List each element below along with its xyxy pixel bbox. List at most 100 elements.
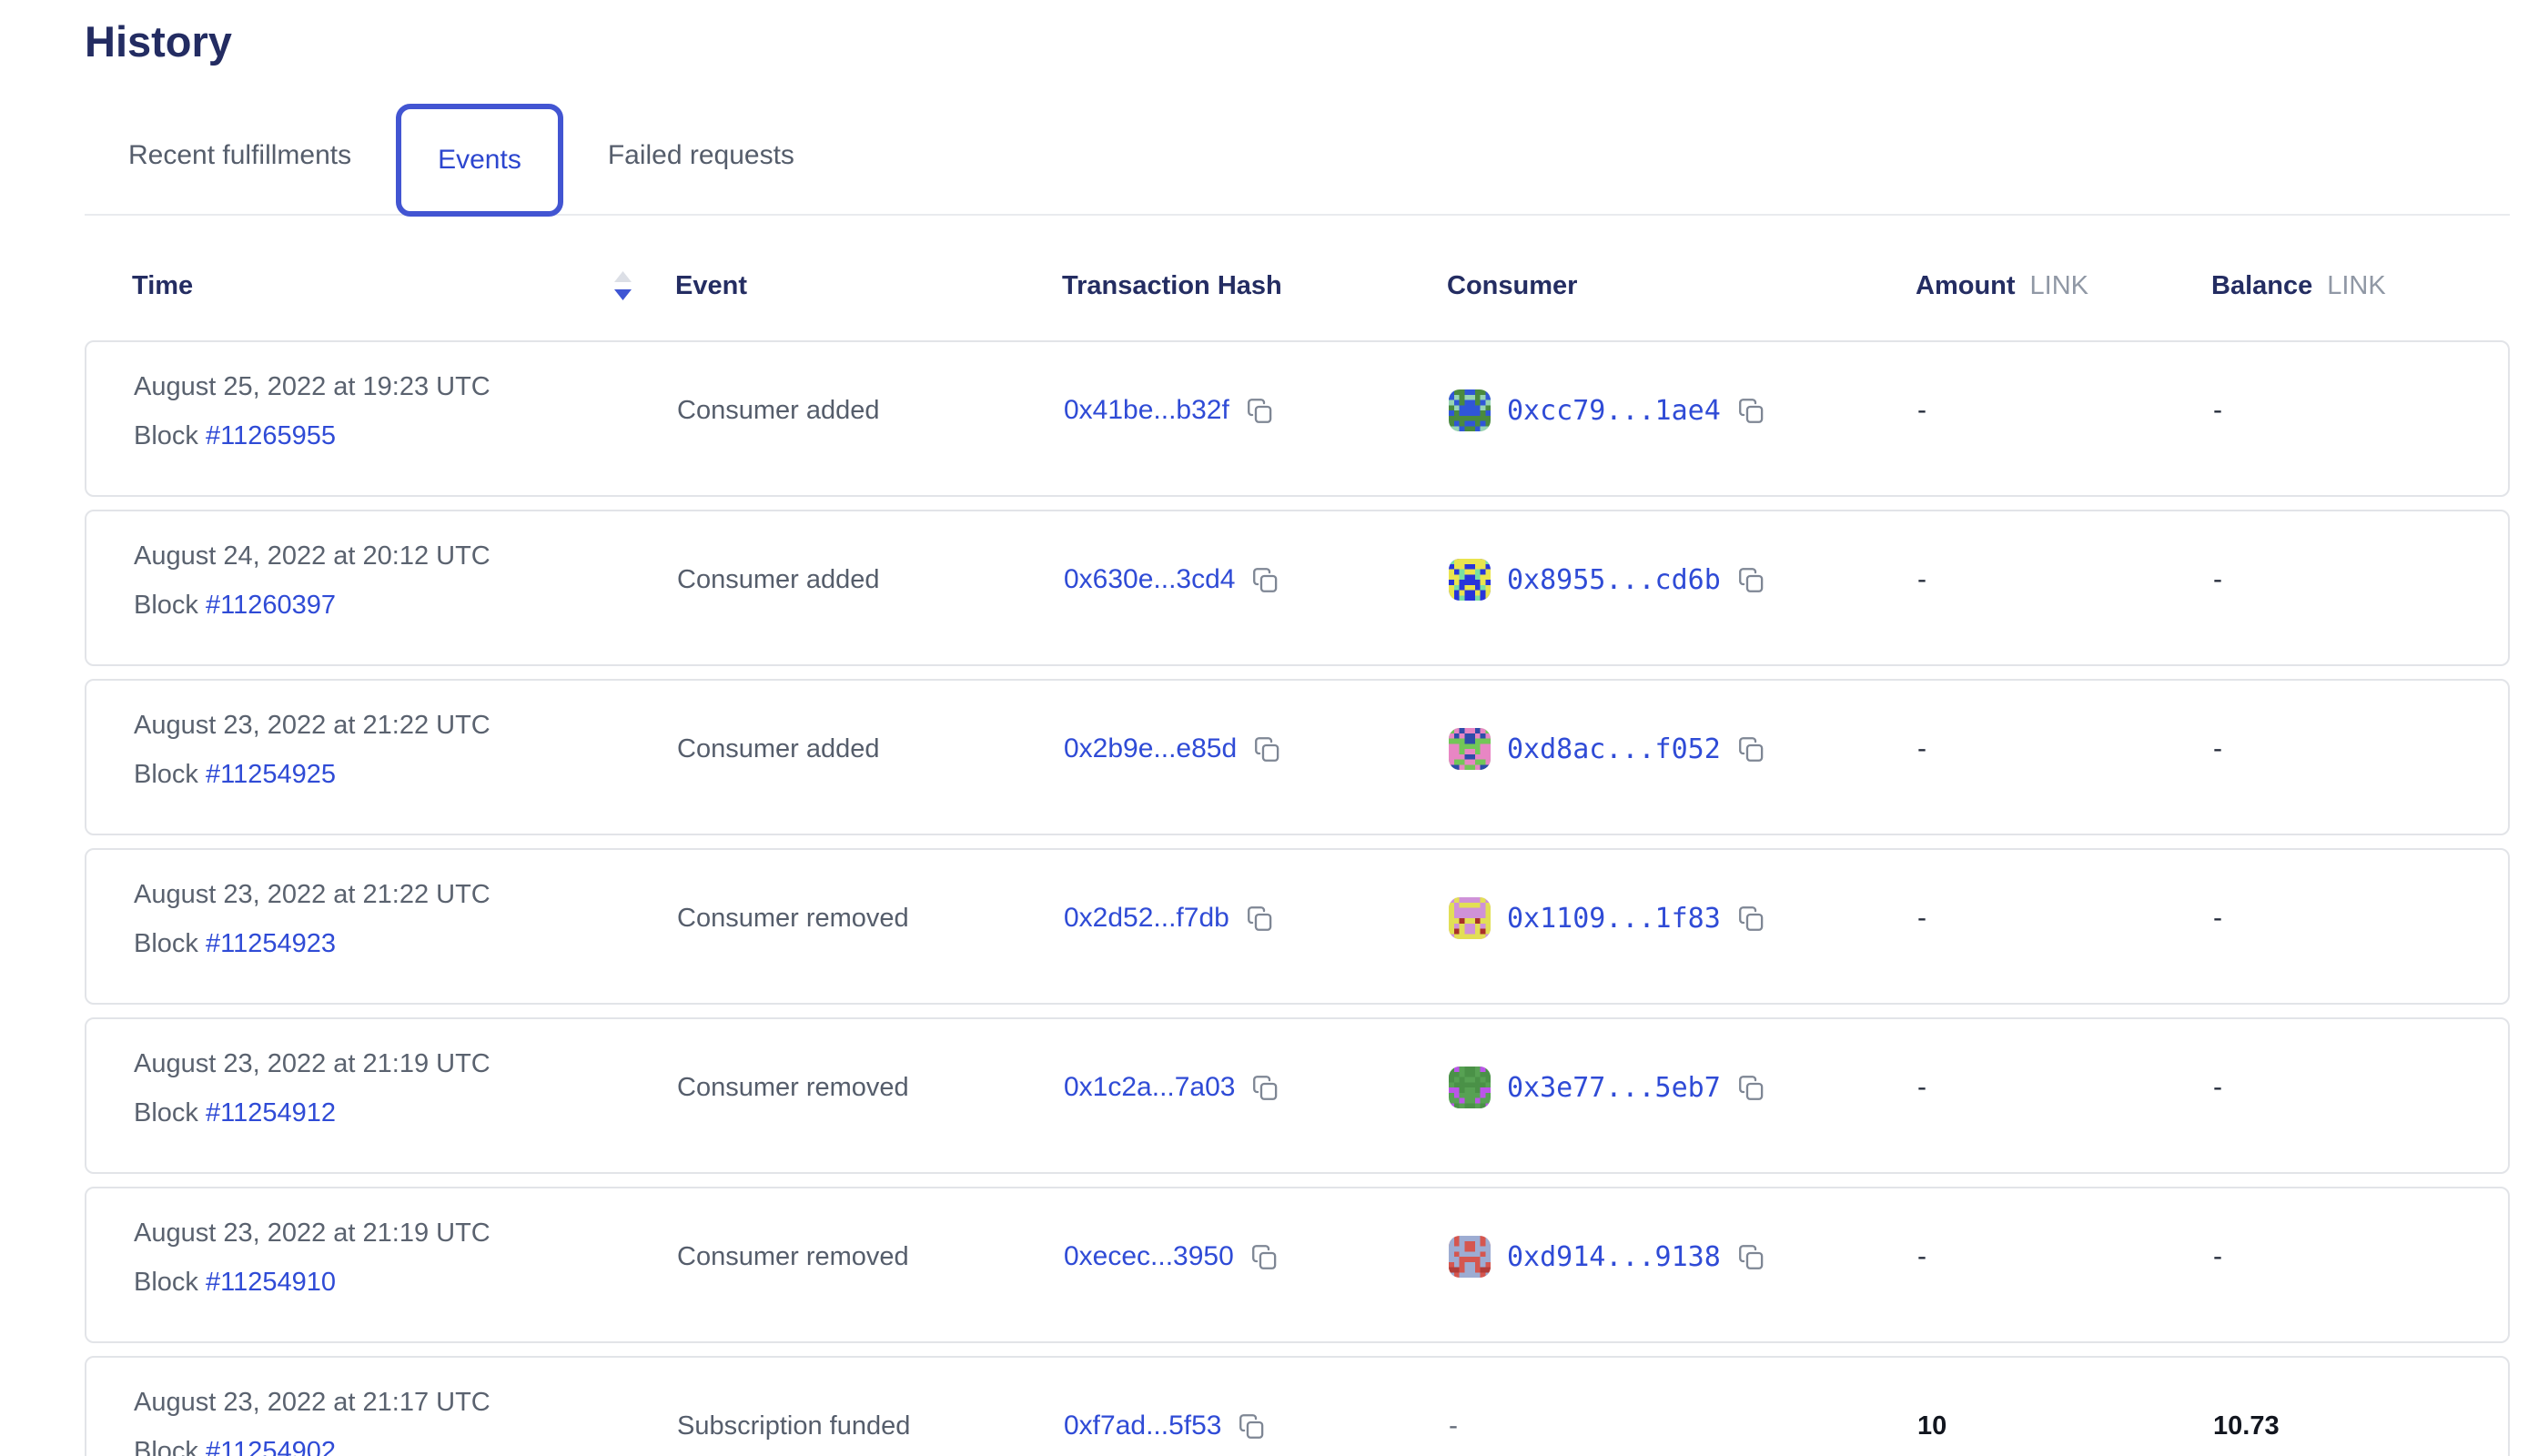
consumer-address-link[interactable]: 0xd8ac...f052: [1507, 733, 1721, 765]
row-balance: -: [2213, 733, 2222, 763]
transaction-hash-cell: 0x2b9e...e85d: [1064, 733, 1449, 764]
row-event: Consumer added: [677, 564, 880, 594]
table-row: August 23, 2022 at 21:19 UTC Block #1125…: [85, 1017, 2510, 1174]
copy-icon[interactable]: [1737, 1074, 1765, 1102]
transaction-hash-link[interactable]: 0xecec...3950: [1064, 1241, 1234, 1271]
block-label: Block: [134, 421, 206, 450]
copy-icon[interactable]: [1246, 397, 1274, 425]
block-label: Block: [134, 1437, 206, 1456]
row-balance: -: [2213, 564, 2222, 594]
table-row: August 23, 2022 at 21:19 UTC Block #1125…: [85, 1187, 2510, 1343]
time-cell: August 23, 2022 at 21:22 UTC Block #1125…: [134, 850, 677, 959]
consumer-identicon: [1449, 1236, 1491, 1278]
block-number-link[interactable]: #11254923: [205, 929, 336, 958]
consumer-identity: 0xd8ac...f052: [1449, 728, 1765, 770]
row-amount: -: [1917, 733, 1926, 763]
block-number-link[interactable]: #11265955: [205, 421, 336, 450]
transaction-hash-cell: 0xecec...3950: [1064, 1241, 1449, 1272]
table-row: August 24, 2022 at 20:12 UTC Block #1126…: [85, 510, 2510, 666]
block-number-link[interactable]: #11254925: [205, 760, 336, 789]
consumer-cell: 0x1109...1f83: [1449, 897, 1917, 939]
row-event: Subscription funded: [677, 1410, 911, 1441]
copy-icon[interactable]: [1737, 1243, 1765, 1271]
copy-icon[interactable]: [1737, 735, 1765, 763]
row-amount: 10: [1917, 1410, 1947, 1441]
consumer-address-link[interactable]: 0x1109...1f83: [1507, 902, 1721, 935]
tab-failed-requests[interactable]: Failed requests: [607, 140, 794, 170]
row-time: August 25, 2022 at 19:23 UTC: [134, 372, 490, 401]
transaction-hash-cell: 0x41be...b32f: [1064, 395, 1449, 426]
row-event: Consumer added: [677, 733, 880, 763]
row-time: August 23, 2022 at 21:22 UTC: [134, 880, 490, 909]
row-time: August 23, 2022 at 21:19 UTC: [134, 1218, 490, 1248]
copy-icon[interactable]: [1246, 905, 1274, 933]
consumer-identicon: [1449, 1067, 1491, 1108]
consumer-cell: 0x3e77...5eb7: [1449, 1067, 1917, 1108]
consumer-address-link[interactable]: 0x3e77...5eb7: [1507, 1071, 1721, 1104]
table-row: August 23, 2022 at 21:22 UTC Block #1125…: [85, 848, 2510, 1005]
copy-icon[interactable]: [1253, 735, 1281, 763]
consumer-identicon: [1449, 897, 1491, 939]
transaction-hash-link[interactable]: 0x630e...3cd4: [1064, 564, 1236, 594]
row-amount: -: [1917, 1241, 1926, 1271]
block-number-link[interactable]: #11254910: [205, 1268, 336, 1297]
copy-icon[interactable]: [1737, 905, 1765, 933]
copy-icon[interactable]: [1737, 397, 1765, 425]
transaction-hash-link[interactable]: 0x41be...b32f: [1064, 395, 1229, 425]
row-balance: -: [2213, 1072, 2222, 1102]
block-number-link[interactable]: #11260397: [205, 591, 336, 620]
column-header-time[interactable]: Time: [132, 269, 675, 302]
row-time: August 23, 2022 at 21:17 UTC: [134, 1388, 490, 1417]
table-row: August 25, 2022 at 19:23 UTC Block #1126…: [85, 340, 2510, 497]
table-header-row: Time Event Transaction Hash Consumer Amo…: [85, 267, 2510, 305]
transaction-hash-link[interactable]: 0x2d52...f7db: [1064, 903, 1229, 933]
block-number-link[interactable]: #11254912: [205, 1098, 336, 1127]
column-header-balance: Balance LINK: [2211, 270, 2386, 300]
column-header-event: Event: [675, 270, 747, 300]
copy-icon[interactable]: [1251, 1074, 1279, 1102]
tab-recent-fulfillments[interactable]: Recent fulfillments: [128, 140, 352, 170]
consumer-empty: -: [1449, 1410, 1458, 1441]
row-event: Consumer removed: [677, 1241, 909, 1271]
table-row: August 23, 2022 at 21:17 UTC Block #1125…: [85, 1356, 2510, 1456]
consumer-identity: 0xd914...9138: [1449, 1236, 1765, 1278]
copy-icon[interactable]: [1250, 1243, 1279, 1271]
row-event: Consumer removed: [677, 903, 909, 933]
consumer-cell: 0xcc79...1ae4: [1449, 389, 1917, 431]
row-balance: 10.73: [2213, 1410, 2280, 1441]
amount-unit-label: LINK: [2029, 270, 2089, 300]
time-cell: August 23, 2022 at 21:17 UTC Block #1125…: [134, 1358, 677, 1456]
transaction-hash-link[interactable]: 0xf7ad...5f53: [1064, 1410, 1222, 1441]
consumer-identicon: [1449, 559, 1491, 601]
row-time: August 23, 2022 at 21:19 UTC: [134, 1049, 490, 1078]
events-table-body: August 25, 2022 at 19:23 UTC Block #1126…: [85, 340, 2510, 1456]
row-balance: -: [2213, 395, 2222, 425]
block-label: Block: [134, 929, 206, 958]
transaction-hash-link[interactable]: 0x2b9e...e85d: [1064, 733, 1238, 763]
transaction-hash-link[interactable]: 0x1c2a...7a03: [1064, 1072, 1236, 1102]
copy-icon[interactable]: [1737, 566, 1765, 594]
transaction-hash-cell: 0x1c2a...7a03: [1064, 1072, 1449, 1103]
consumer-cell: 0xd914...9138: [1449, 1236, 1917, 1278]
consumer-identity: 0x8955...cd6b: [1449, 559, 1765, 601]
consumer-address-link[interactable]: 0xd914...9138: [1507, 1240, 1721, 1273]
consumer-cell: -: [1449, 1410, 1917, 1441]
table-row: August 23, 2022 at 21:22 UTC Block #1125…: [85, 679, 2510, 835]
consumer-identicon: [1449, 728, 1491, 770]
history-tabs: Recent fulfillments Events Failed reques…: [85, 97, 2510, 217]
copy-icon[interactable]: [1251, 566, 1279, 594]
row-amount: -: [1917, 1072, 1926, 1102]
time-cell: August 23, 2022 at 21:19 UTC Block #1125…: [134, 1019, 677, 1128]
sort-descending-icon[interactable]: [612, 269, 633, 302]
row-event: Consumer added: [677, 395, 880, 425]
page-title: History: [85, 17, 232, 66]
column-header-transaction-hash: Transaction Hash: [1062, 270, 1282, 300]
balance-unit-label: LINK: [2327, 270, 2386, 300]
block-number-link[interactable]: #11254902: [205, 1437, 336, 1456]
consumer-address-link[interactable]: 0xcc79...1ae4: [1507, 394, 1721, 427]
consumer-address-link[interactable]: 0x8955...cd6b: [1507, 563, 1721, 596]
time-cell: August 23, 2022 at 21:19 UTC Block #1125…: [134, 1188, 677, 1298]
tab-events[interactable]: Events: [396, 104, 563, 217]
copy-icon[interactable]: [1238, 1412, 1266, 1441]
